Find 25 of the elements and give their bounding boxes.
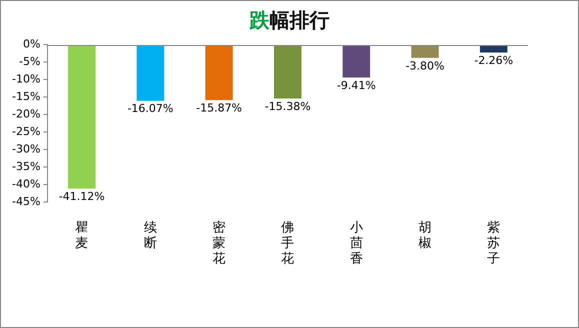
data-label: -3.80% bbox=[406, 59, 444, 72]
x-tick-label: 紫苏子 bbox=[487, 220, 500, 267]
data-label: -16.07% bbox=[127, 102, 174, 116]
y-tick-label: -30% bbox=[12, 142, 40, 156]
y-tick-label: -40% bbox=[12, 178, 40, 191]
chart-title: 跌幅排行 bbox=[248, 7, 330, 34]
y-tick-label: -10% bbox=[12, 72, 40, 86]
x-tick-label: 小茴香 bbox=[350, 220, 363, 267]
y-tick-label: 0% bbox=[22, 37, 40, 50]
y-tick-label: -5% bbox=[18, 54, 40, 68]
data-label: -2.26% bbox=[474, 54, 514, 67]
y-tick-label: -45% bbox=[12, 195, 40, 208]
x-tick-label: 密蒙花 bbox=[212, 220, 226, 267]
y-tick-label: -35% bbox=[12, 160, 40, 174]
data-label: -15.38% bbox=[264, 100, 311, 113]
y-tick-label: -25% bbox=[12, 125, 40, 138]
y-tick-label: -15% bbox=[12, 90, 40, 103]
data-label: -15.87% bbox=[196, 102, 242, 115]
y-tick-label: -20% bbox=[12, 108, 40, 121]
x-tick-label: 续断 bbox=[144, 220, 157, 251]
x-tick-label: 瞿麦 bbox=[75, 220, 88, 251]
data-label: -9.41% bbox=[336, 78, 376, 92]
data-label: -41.12% bbox=[58, 190, 105, 203]
x-tick-label: 佛手花 bbox=[281, 220, 294, 267]
x-tick-label: 胡椒 bbox=[418, 220, 432, 251]
